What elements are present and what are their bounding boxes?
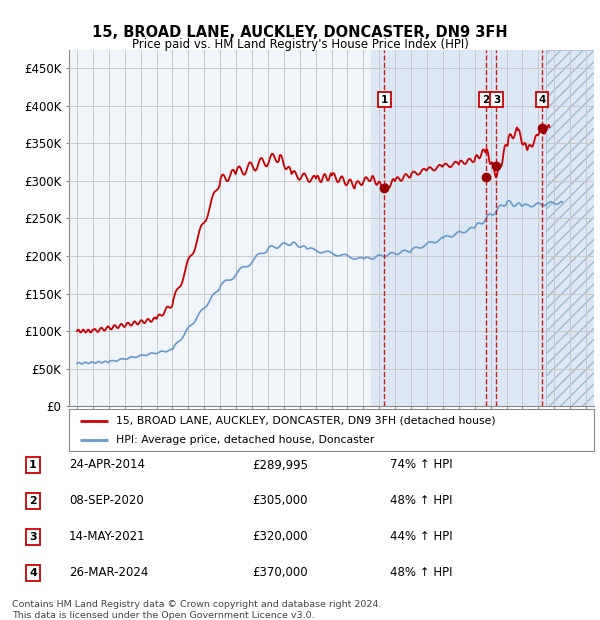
Text: 15, BROAD LANE, AUCKLEY, DONCASTER, DN9 3FH: 15, BROAD LANE, AUCKLEY, DONCASTER, DN9 …: [92, 25, 508, 40]
Text: £370,000: £370,000: [252, 567, 308, 579]
Text: £305,000: £305,000: [252, 495, 308, 507]
Text: 24-APR-2014: 24-APR-2014: [69, 459, 145, 471]
Text: 74% ↑ HPI: 74% ↑ HPI: [390, 459, 452, 471]
Text: 44% ↑ HPI: 44% ↑ HPI: [390, 531, 452, 543]
Text: 15, BROAD LANE, AUCKLEY, DONCASTER, DN9 3FH (detached house): 15, BROAD LANE, AUCKLEY, DONCASTER, DN9 …: [116, 415, 496, 425]
Text: 3: 3: [29, 532, 37, 542]
Text: 08-SEP-2020: 08-SEP-2020: [69, 495, 144, 507]
Text: 4: 4: [538, 95, 545, 105]
Text: 4: 4: [29, 568, 37, 578]
Bar: [546, 50, 594, 406]
Text: 26-MAR-2024: 26-MAR-2024: [69, 567, 148, 579]
Text: £320,000: £320,000: [252, 531, 308, 543]
Text: 1: 1: [380, 95, 388, 105]
Text: 48% ↑ HPI: 48% ↑ HPI: [390, 567, 452, 579]
Text: Contains HM Land Registry data © Crown copyright and database right 2024.
This d: Contains HM Land Registry data © Crown c…: [12, 600, 382, 619]
Text: £289,995: £289,995: [252, 459, 308, 471]
Text: 2: 2: [29, 496, 37, 506]
Text: 3: 3: [493, 95, 500, 105]
Text: 48% ↑ HPI: 48% ↑ HPI: [390, 495, 452, 507]
Text: 2: 2: [482, 95, 489, 105]
Text: 1: 1: [29, 460, 37, 470]
Text: Price paid vs. HM Land Registry's House Price Index (HPI): Price paid vs. HM Land Registry's House …: [131, 38, 469, 51]
Text: HPI: Average price, detached house, Doncaster: HPI: Average price, detached house, Donc…: [116, 435, 374, 445]
Text: 14-MAY-2021: 14-MAY-2021: [69, 531, 146, 543]
Bar: [371, 50, 594, 406]
